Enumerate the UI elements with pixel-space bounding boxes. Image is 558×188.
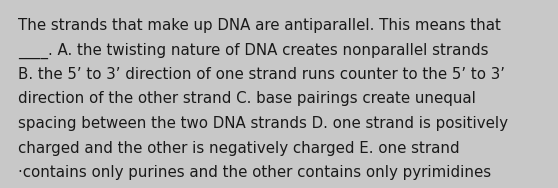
Text: B. the 5’ to 3’ direction of one strand runs counter to the 5’ to 3’: B. the 5’ to 3’ direction of one strand …	[18, 67, 505, 82]
Text: ____. A. the twisting nature of DNA creates nonparallel strands: ____. A. the twisting nature of DNA crea…	[18, 42, 488, 59]
Text: charged and the other is negatively charged E. one strand: charged and the other is negatively char…	[18, 140, 460, 155]
Text: direction of the other strand C. base pairings create unequal: direction of the other strand C. base pa…	[18, 92, 476, 106]
Text: spacing between the two DNA strands D. one strand is positively: spacing between the two DNA strands D. o…	[18, 116, 508, 131]
Text: The strands that make up DNA are antiparallel. This means that: The strands that make up DNA are antipar…	[18, 18, 501, 33]
Text: ·contains only purines and the other contains only pyrimidines: ·contains only purines and the other con…	[18, 165, 491, 180]
